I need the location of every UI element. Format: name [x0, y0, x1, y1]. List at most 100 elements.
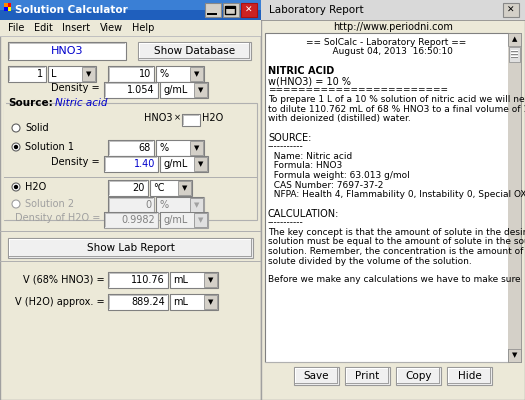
Bar: [108, 180, 148, 196]
Bar: [48, 66, 96, 67]
Bar: [225, 6, 235, 9]
Text: To prepare 1 L of a 10 % solution of nitric acid we will need: To prepare 1 L of a 10 % solution of nit…: [268, 95, 525, 104]
Bar: [261, 0, 525, 20]
Bar: [183, 115, 184, 125]
Bar: [295, 368, 296, 384]
Bar: [182, 114, 183, 126]
Bar: [0, 261, 261, 262]
Bar: [104, 82, 105, 98]
Text: %: %: [159, 200, 168, 210]
Bar: [156, 197, 204, 198]
Text: H2O: H2O: [25, 182, 46, 192]
Bar: [194, 157, 207, 171]
Text: g/mL: g/mL: [163, 159, 187, 169]
Bar: [261, 0, 525, 20]
Bar: [150, 180, 151, 196]
Bar: [156, 66, 157, 82]
Text: ▼: ▼: [512, 352, 517, 358]
Text: Solution Calculator: Solution Calculator: [15, 5, 128, 15]
Bar: [204, 273, 217, 287]
Bar: [205, 3, 221, 17]
Text: 110.76: 110.76: [131, 275, 165, 285]
Text: http://www.periodni.com: http://www.periodni.com: [333, 22, 453, 32]
Text: 1.40: 1.40: [134, 159, 155, 169]
Bar: [108, 197, 154, 198]
Bar: [223, 3, 239, 17]
Bar: [109, 67, 153, 68]
Text: Before we make any calculations we have to make sure: Before we make any calculations we have …: [268, 276, 521, 284]
Bar: [346, 368, 389, 369]
Bar: [439, 368, 440, 384]
Bar: [183, 115, 199, 116]
Bar: [160, 212, 208, 213]
Bar: [170, 272, 218, 273]
Bar: [0, 0, 261, 20]
Text: V (H2O) approx. =: V (H2O) approx. =: [15, 297, 105, 307]
Text: with deionized (distilled) water.: with deionized (distilled) water.: [268, 114, 411, 123]
Text: H2O: H2O: [202, 113, 223, 123]
Text: ▼: ▼: [194, 145, 200, 151]
Text: == SolCalc - Laboratory Report ==: == SolCalc - Laboratory Report ==: [307, 38, 467, 47]
Text: solution must be equal to the amount of solute in the source: solution must be equal to the amount of …: [268, 238, 525, 246]
Bar: [261, 0, 525, 400]
Text: ▼: ▼: [208, 299, 214, 305]
Bar: [388, 368, 389, 384]
Text: August 04, 2013  16:50:10: August 04, 2013 16:50:10: [321, 48, 453, 56]
Bar: [139, 43, 250, 44]
Bar: [105, 157, 157, 158]
Bar: [508, 349, 521, 362]
Text: 20: 20: [133, 183, 145, 193]
Bar: [108, 272, 109, 288]
Bar: [241, 3, 257, 17]
Bar: [448, 368, 449, 384]
Text: Hide: Hide: [458, 371, 481, 381]
Bar: [503, 3, 519, 17]
Bar: [109, 273, 110, 287]
Bar: [8, 42, 126, 43]
Text: The key concept is that the amount of solute in the desired: The key concept is that the amount of so…: [268, 228, 525, 237]
Bar: [108, 272, 168, 273]
Text: ▼: ▼: [198, 217, 204, 223]
Bar: [251, 239, 252, 257]
Text: ▼: ▼: [208, 277, 214, 283]
Bar: [4, 7, 8, 11]
Bar: [160, 82, 208, 98]
Bar: [396, 367, 441, 385]
Text: Solution 2: Solution 2: [25, 199, 74, 209]
Bar: [156, 197, 204, 213]
Circle shape: [14, 145, 18, 149]
Bar: [105, 83, 106, 97]
Bar: [108, 66, 154, 82]
Bar: [4, 177, 257, 178]
Bar: [4, 3, 8, 7]
Bar: [104, 156, 105, 172]
Bar: [108, 197, 154, 213]
Bar: [109, 295, 110, 309]
Bar: [490, 368, 491, 384]
Bar: [105, 157, 106, 171]
Bar: [4, 103, 6, 220]
Bar: [190, 141, 203, 155]
Text: SOURCE:: SOURCE:: [268, 133, 311, 143]
Text: Help: Help: [132, 23, 154, 33]
Text: Formula weight: 63.013 g/mol: Formula weight: 63.013 g/mol: [268, 171, 410, 180]
Bar: [139, 43, 140, 59]
Bar: [160, 156, 161, 172]
Bar: [104, 212, 158, 213]
Bar: [448, 383, 491, 384]
Bar: [104, 212, 105, 228]
Bar: [109, 181, 110, 195]
Bar: [108, 140, 109, 156]
Bar: [0, 231, 261, 232]
Text: CALCULATION:: CALCULATION:: [268, 209, 339, 219]
Text: Edit: Edit: [34, 23, 53, 33]
Bar: [9, 67, 10, 81]
Bar: [182, 114, 200, 126]
Bar: [8, 66, 46, 82]
Text: Solution 1: Solution 1: [25, 142, 74, 152]
Bar: [108, 180, 148, 181]
Bar: [170, 294, 171, 310]
Circle shape: [12, 143, 20, 151]
Bar: [346, 383, 389, 384]
Text: mL: mL: [173, 297, 188, 307]
